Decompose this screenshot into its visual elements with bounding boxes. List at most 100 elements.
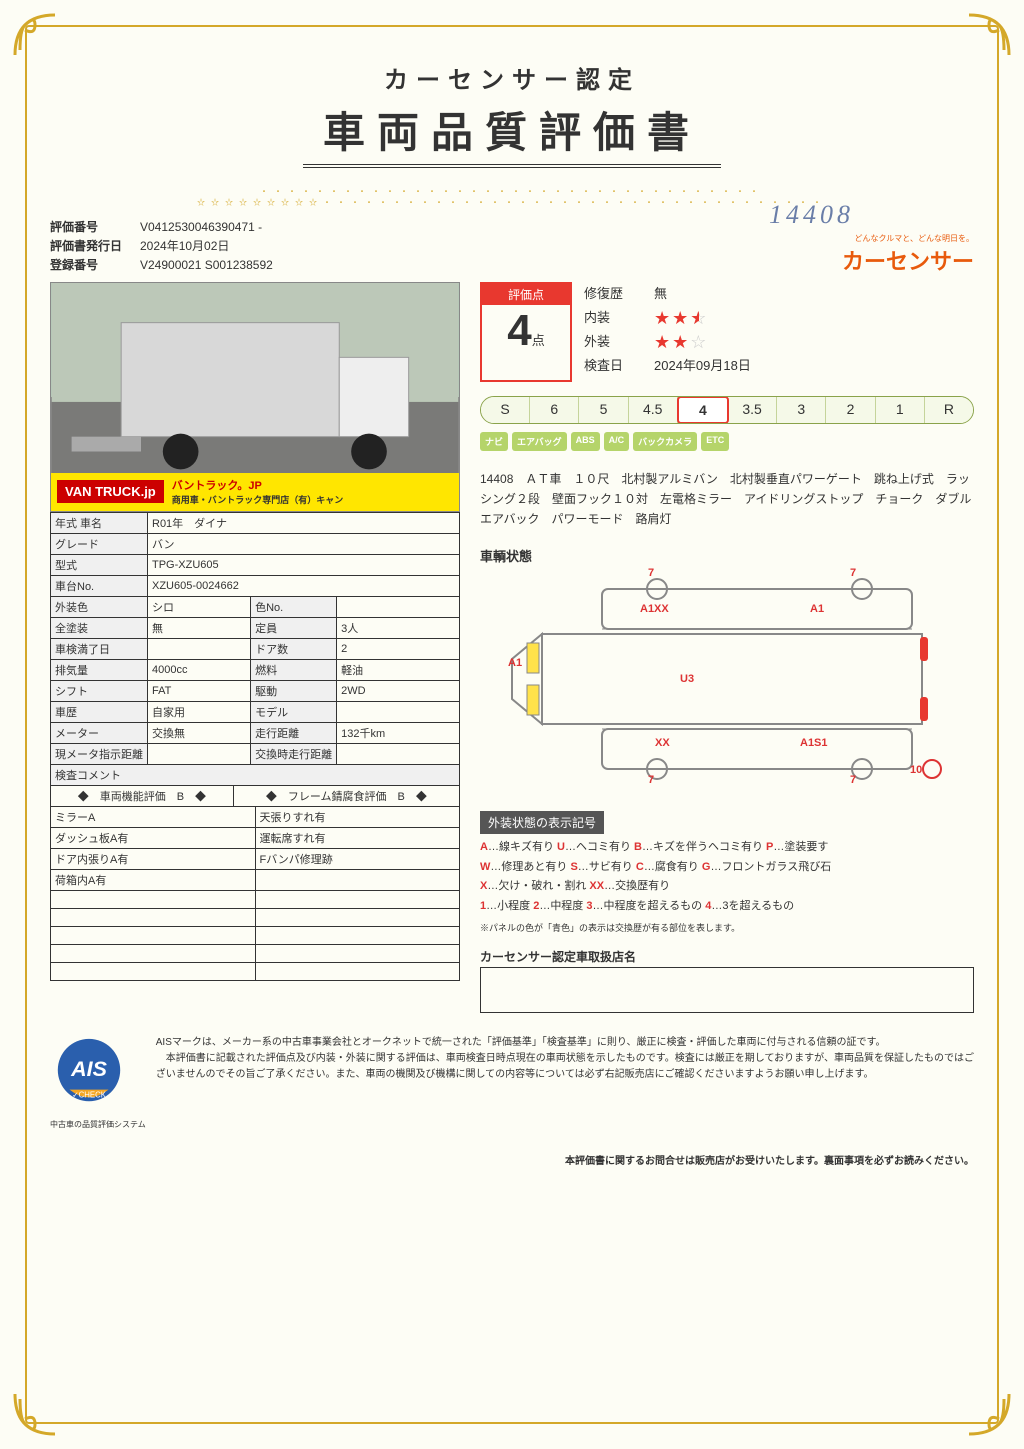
ais-logo-wrap: AIS ✓CHECK 中古車の品質評価システム — [50, 1035, 146, 1132]
svg-text:✓CHECK: ✓CHECK — [72, 1090, 107, 1099]
eval-row — [51, 908, 460, 926]
legend-line: 1…小程度 2…中程度 3…中程度を超えるもの 4…3を超えるもの — [480, 897, 974, 917]
spec-table: 年式 車名R01年 ダイナグレードバン型式TPG-XZU605車台No.XZU6… — [50, 512, 460, 765]
issue-date-label: 評価書発行日 — [50, 237, 140, 256]
interior-stars: ★★★☆ — [654, 306, 708, 330]
damage-mark: A1 — [810, 603, 824, 615]
scale-item: 1 — [876, 397, 925, 423]
dealer-label: カーセンサー認定車取扱店名 — [480, 948, 974, 965]
vehicle-diagram: 7 7 A1XX A1 A1 U3 XX A1S1 7 7 10 — [480, 569, 974, 799]
truck-outline-icon — [480, 569, 974, 799]
exterior-label: 外装 — [584, 330, 654, 354]
legend-note: ※パネルの色が「青色」の表示は交換歴が有る部位を表します。 — [480, 921, 974, 934]
spec-row: 車歴自家用モデル — [51, 701, 460, 722]
feature-badge: ナビ — [480, 432, 508, 451]
feature-badge: ETC — [701, 432, 729, 451]
legend-line: X…欠け・破れ・割れ XX…交換歴有り — [480, 877, 974, 897]
ais-badge-icon: AIS ✓CHECK — [50, 1035, 128, 1113]
main-title: 車両品質評価書 — [303, 99, 721, 168]
feature-badge: エアバッグ — [512, 432, 567, 451]
spec-row: グレードバン — [51, 533, 460, 554]
scale-item: 3 — [777, 397, 826, 423]
eval-row — [51, 962, 460, 980]
spec-row: 排気量4000cc燃料軽油 — [51, 659, 460, 680]
feature-badge: バックカメラ — [633, 432, 697, 451]
damage-mark: A1 — [508, 657, 522, 669]
inspect-comment-table: 検査コメント ◆ 車両機能評価 B ◆◆ フレーム錆腐食評価 B ◆ — [50, 764, 460, 807]
damage-mark: A1XX — [640, 603, 669, 615]
score-value: 4 — [507, 306, 531, 355]
reg-no-value: V24900021 S001238592 — [140, 258, 273, 272]
header-info: 評価番号V0412530046390471 - 評価書発行日2024年10月02… — [50, 218, 273, 276]
damage-mark: U3 — [680, 673, 694, 685]
spec-row: 型式TPG-XZU605 — [51, 554, 460, 575]
diagram-title: 車輌状態 — [480, 546, 974, 565]
legend-line: A…線キズ有り U…ヘコミ有り B…キズを伴うヘコミ有り P…塗装要す — [480, 838, 974, 858]
scale-item: 6 — [530, 397, 579, 423]
inspect-date-label: 検査日 — [584, 354, 654, 378]
legend-title: 外装状態の表示記号 — [480, 811, 604, 834]
feature-badge: A/C — [604, 432, 630, 451]
spec-row: 車台No.XZU605-0024662 — [51, 575, 460, 596]
vehicle-description: 14408 ＡＴ車 １０尺 北村製アルミバン 北村製垂直パワーゲート 跳ね上げ式… — [480, 469, 974, 530]
scale-item: R — [925, 397, 973, 423]
eval-row: ドア内張りA有Fバンパ修理跡 — [51, 848, 460, 869]
damage-mark: 7 — [850, 774, 856, 786]
repair-label: 修復歴 — [584, 282, 654, 306]
damage-mark: 7 — [850, 567, 856, 579]
score-unit: 点 — [532, 333, 545, 348]
damage-mark: A1S1 — [800, 737, 828, 749]
svg-text:AIS: AIS — [70, 1057, 107, 1081]
rating-lines: 修復歴無 内装★★★☆ 外装★★☆ 検査日2024年09月18日 — [584, 282, 974, 382]
banner-brand: VAN TRUCK.jp — [57, 480, 164, 503]
logo-tagline: どんなクルマと、どんな明日を。 — [842, 233, 974, 244]
spec-row: 車検満了日ドア数2 — [51, 638, 460, 659]
scale-item: 2 — [826, 397, 875, 423]
spec-row: 年式 車名R01年 ダイナ — [51, 512, 460, 533]
spec-row: メーター交換無走行距離132千km — [51, 722, 460, 743]
eval-no-label: 評価番号 — [50, 218, 140, 237]
interior-label: 内装 — [584, 306, 654, 330]
eval-row — [51, 926, 460, 944]
ais-badge-sub: 中古車の品質評価システム — [50, 1119, 146, 1132]
inspect-comment-label: 検査コメント — [51, 764, 460, 785]
carsensor-logo: どんなクルマと、どんな明日を。 カーセンサー — [842, 233, 974, 276]
handwritten-number: 14408 — [769, 200, 854, 230]
frame-eval-header: ◆ フレーム錆腐食評価 B ◆ — [233, 785, 459, 806]
eval-row — [51, 944, 460, 962]
dealer-box: カーセンサー認定車取扱店名 — [480, 948, 974, 1013]
scale-item: 4.5 — [629, 397, 678, 423]
vehicle-photo: VAN TRUCK.jp バントラック。JP 商用車・バントラック専門店（有）キャ… — [50, 282, 460, 512]
damage-mark: 7 — [648, 567, 654, 579]
func-eval-header: ◆ 車両機能評価 B ◆ — [51, 785, 234, 806]
photo-banner: VAN TRUCK.jp バントラック。JP 商用車・バントラック専門店（有）キャ… — [51, 473, 459, 511]
eval-row: 荷箱内A有 — [51, 869, 460, 890]
inspect-date-value: 2024年09月18日 — [654, 354, 751, 378]
exterior-stars: ★★☆ — [654, 330, 708, 354]
eval-row — [51, 890, 460, 908]
score-box: 評価点 4点 — [480, 282, 572, 382]
spec-row: 全塗装無定員3人 — [51, 617, 460, 638]
feature-badge: ABS — [571, 432, 600, 451]
scale-item: 5 — [579, 397, 628, 423]
legend-line: W…修理あと有り S…サビ有り C…腐食有り G…フロントガラス飛び石 — [480, 858, 974, 878]
repair-value: 無 — [654, 282, 667, 306]
spec-row: シフトFAT駆動2WD — [51, 680, 460, 701]
subtitle: カーセンサー認定 — [50, 60, 974, 95]
scale-item: S — [481, 397, 530, 423]
footer-note: 本評価書に関するお問合せは販売店がお受けいたします。裏面事項を必ずお読みください… — [50, 1152, 974, 1167]
banner-text2: 商用車・バントラック専門店（有）キャン — [172, 495, 343, 505]
damage-mark: 7 — [648, 774, 654, 786]
banner-text1: バントラック。JP — [172, 480, 262, 492]
eval-table: ミラーA天張りすれ有ダッシュ板A有運転席すれ有ドア内張りA有Fバンパ修理跡荷箱内… — [50, 806, 460, 981]
logo-text: カーセンサー — [842, 244, 974, 276]
issue-date-value: 2024年10月02日 — [140, 239, 229, 253]
scale-item: 4 — [677, 396, 729, 424]
damage-mark: XX — [655, 737, 670, 749]
reg-no-label: 登録番号 — [50, 256, 140, 275]
ais-block: AIS ✓CHECK 中古車の品質評価システム AISマークは、メーカー系の中古… — [50, 1035, 974, 1132]
damage-mark: 10 — [910, 764, 922, 776]
feature-badges: ナビエアバッグABSA/CバックカメラETC — [480, 432, 974, 451]
eval-row: ミラーA天張りすれ有 — [51, 806, 460, 827]
eval-row: ダッシュ板A有運転席すれ有 — [51, 827, 460, 848]
